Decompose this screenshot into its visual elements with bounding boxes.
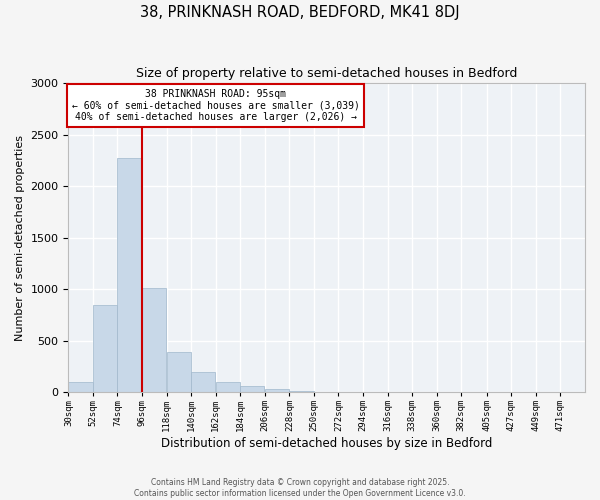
Bar [93, 304, 117, 392]
Text: 38, PRINKNASH ROAD, BEDFORD, MK41 8DJ: 38, PRINKNASH ROAD, BEDFORD, MK41 8DJ [140, 5, 460, 20]
Bar [68, 382, 92, 392]
Bar [142, 288, 166, 392]
Bar [265, 388, 289, 392]
Bar [191, 372, 215, 392]
Bar [118, 158, 142, 392]
Text: 38 PRINKNASH ROAD: 95sqm
← 60% of semi-detached houses are smaller (3,039)
40% o: 38 PRINKNASH ROAD: 95sqm ← 60% of semi-d… [71, 89, 359, 122]
Title: Size of property relative to semi-detached houses in Bedford: Size of property relative to semi-detach… [136, 68, 517, 80]
Bar [240, 386, 265, 392]
Bar [289, 391, 314, 392]
X-axis label: Distribution of semi-detached houses by size in Bedford: Distribution of semi-detached houses by … [161, 437, 493, 450]
Y-axis label: Number of semi-detached properties: Number of semi-detached properties [15, 134, 25, 340]
Text: Contains HM Land Registry data © Crown copyright and database right 2025.
Contai: Contains HM Land Registry data © Crown c… [134, 478, 466, 498]
Bar [215, 382, 240, 392]
Bar [167, 352, 191, 392]
